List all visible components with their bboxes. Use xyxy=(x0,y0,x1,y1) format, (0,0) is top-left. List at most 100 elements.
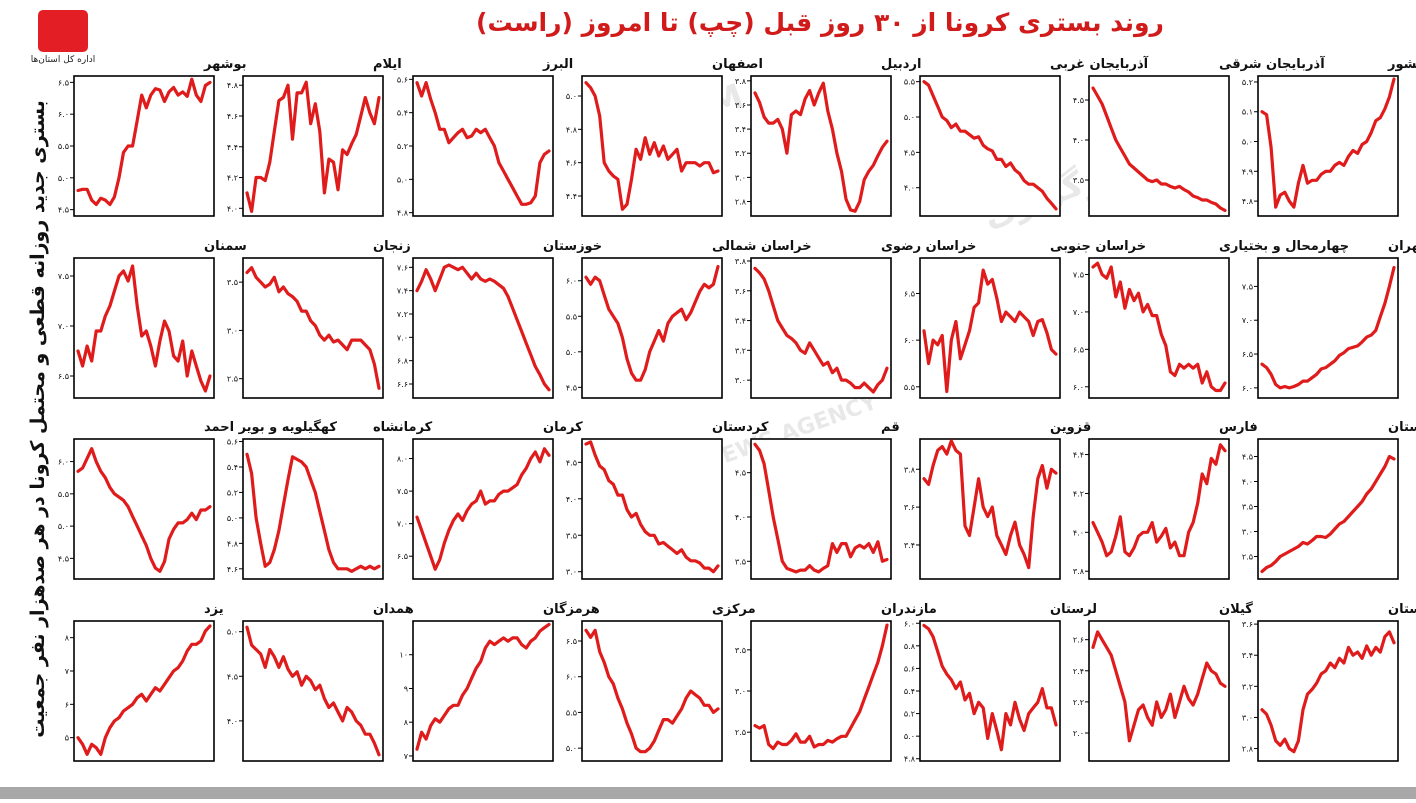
y-tick-label: ۷ xyxy=(65,667,70,676)
series-line xyxy=(753,442,889,574)
y-tick-label: ۲.۵ xyxy=(1242,553,1253,562)
panel-title: خوزستان xyxy=(543,239,602,254)
plot-frame xyxy=(412,75,554,217)
panel-chart: خراسان شمالی ۴.۵ ۵.۰ ۵.۵ ۶.۰ xyxy=(566,239,812,399)
logo-caption: اداره کل استان‌ها xyxy=(30,55,96,65)
panel-chart: مازندران ۲.۵ ۳.۰ ۳.۵ xyxy=(735,602,937,762)
y-tick-label: ۶.۵ xyxy=(58,372,69,381)
y-tick-label: ۳.۶ xyxy=(904,503,915,512)
y-tick-label: ۶ xyxy=(65,700,69,709)
panel-chart: آذربایجان غربی ۴.۰ ۴.۵ ۵.۰ ۵.۵ xyxy=(904,55,1149,217)
y-tick-label: ۳.۴ xyxy=(1242,651,1253,660)
y-tick-label: ۵.۲ xyxy=(227,488,238,497)
panel-chart: خراسان رضوی ۳.۰ ۳.۲ ۳.۴ ۳.۶ ۳.۸ xyxy=(735,239,976,399)
y-tick-label: ۶.۵ xyxy=(397,552,408,561)
y-tick-label: ۳.۵ xyxy=(227,278,238,287)
panel-chart: کل کشور ۴.۸ ۴.۹ ۵.۰ ۵.۱ ۵.۲ xyxy=(1242,57,1416,217)
panel-title: گیلان xyxy=(1219,601,1253,617)
y-tick-label: ۸ xyxy=(65,634,70,643)
y-tick-label: ۶.۰ xyxy=(58,110,69,119)
panel-title: گلستان xyxy=(1388,601,1416,617)
y-tick-label: ۵.۲ xyxy=(397,142,408,151)
series-line xyxy=(76,447,212,573)
panel-chart: قزوین ۳.۴ ۳.۶ ۳.۸ xyxy=(904,420,1091,580)
panel-title: چهارمحال و بختیاری xyxy=(1219,239,1349,254)
y-tick-label: ۷.۰ xyxy=(1242,316,1253,325)
panel-title: اصفهان xyxy=(712,57,763,72)
series-line xyxy=(76,264,212,393)
y-tick-label: ۶.۰ xyxy=(566,673,577,682)
y-tick-label: ۵.۵ xyxy=(904,78,915,87)
panel-chart: کردستان ۳.۰ ۳.۵ ۴.۰ ۴.۵ xyxy=(566,420,769,580)
y-tick-label: ۳.۰ xyxy=(566,568,577,577)
y-tick-label: ۶.۰ xyxy=(1073,383,1084,392)
y-tick-label: ۴.۲ xyxy=(1073,489,1084,498)
panel-chart: چهارمحال و بختیاری ۶.۰ ۶.۵ ۷.۰ ۷.۵ xyxy=(1073,239,1349,399)
plot-frame xyxy=(242,620,384,762)
y-tick-label: ۴.۸ xyxy=(397,209,409,218)
y-tick-label: ۳.۸ xyxy=(735,257,747,266)
y-tick-label: ۵.۴ xyxy=(904,687,915,696)
y-tick-label: ۷.۵ xyxy=(397,487,408,496)
y-tick-label: ۴.۰ xyxy=(1073,136,1084,145)
y-tick-label: ۳.۶ xyxy=(735,287,746,296)
y-tick-label: ۴.۵ xyxy=(1242,453,1253,462)
plot-frame xyxy=(242,75,384,217)
y-tick-label: ۵.۰ xyxy=(58,174,69,183)
panel-title: کردستان xyxy=(712,420,769,435)
panel-title: همدان xyxy=(373,602,414,617)
y-tick-label: ۴.۶ xyxy=(227,565,238,574)
y-tick-label: ۲.۵ xyxy=(735,728,746,737)
panel-title: هرمزگان xyxy=(543,601,600,617)
y-tick-label: ۵.۵ xyxy=(904,383,915,392)
y-tick-label: ۳.۰ xyxy=(1242,528,1253,537)
y-tick-label: ۳.۰ xyxy=(227,326,238,335)
y-tick-label: ۵.۰ xyxy=(1242,138,1253,147)
y-tick-label: ۳.۵ xyxy=(1242,503,1253,512)
y-tick-label: ۶.۰ xyxy=(904,619,915,628)
series-line xyxy=(1091,261,1227,393)
panel-chart: همدان ۴.۰ ۴.۵ ۵.۰ xyxy=(227,602,414,762)
panel-title: قزوین xyxy=(1050,420,1091,435)
panel-chart: قم ۳.۵ ۴.۰ ۴.۵ xyxy=(735,420,900,580)
series-line xyxy=(415,622,551,751)
y-tick-label: ۵.۲ xyxy=(1242,78,1253,87)
panel-title: اردبیل xyxy=(881,57,921,72)
y-tick-label: ۴.۸ xyxy=(566,125,578,134)
panel-title: یزد xyxy=(204,602,224,617)
y-tick-label: ۴.۶ xyxy=(566,159,577,168)
y-tick-label: ۴.۰ xyxy=(735,513,746,522)
y-tick-label: ۳.۶ xyxy=(735,101,746,110)
y-tick-label: ۵.۵ xyxy=(566,708,577,717)
series-line xyxy=(1091,443,1227,558)
panel-title: کهگیلویه و بویر احمد xyxy=(204,419,337,435)
panel-title: مرکزی xyxy=(712,602,756,617)
y-tick-label: ۴.۰ xyxy=(227,717,238,726)
panel-title: خراسان رضوی xyxy=(881,239,976,254)
panel-chart: تهران ۶.۰ ۶.۵ ۷.۰ ۷.۵ xyxy=(1242,239,1416,399)
panel-chart: سمنان ۶.۵ ۷.۰ ۷.۵ xyxy=(58,239,247,399)
panel-chart: آذربایجان شرقی ۳.۵ ۴.۰ ۴.۵ xyxy=(1073,55,1325,217)
y-tick-label: ۶.۰ xyxy=(566,277,577,286)
y-tick-label: ۶.۰ xyxy=(1242,384,1253,393)
y-tick-label: ۴.۵ xyxy=(1073,96,1084,105)
panel-chart: سیستان و بلوچستان ۲.۵ ۳.۰ ۳.۵ ۴.۰ ۴.۵ xyxy=(1242,420,1416,580)
series-line xyxy=(1260,630,1396,754)
plot-frame xyxy=(750,75,892,217)
y-tick-label: ۴.۵ xyxy=(904,148,915,157)
panel-title: قم xyxy=(881,420,900,435)
y-tick-label: ۷.۵ xyxy=(58,272,69,281)
page-title: روند بستری کرونا از ۳۰ روز قبل (چپ) تا ا… xyxy=(476,8,1164,37)
panel-title: زنجان xyxy=(373,239,411,254)
y-tick-label: ۶.۰ xyxy=(58,458,69,467)
y-tick-label: ۶.۰ xyxy=(904,336,915,345)
panel-chart: اردبیل ۲.۸ ۳.۰ ۳.۲ ۳.۴ ۳.۶ ۳.۸ xyxy=(735,57,921,217)
panel-chart: خراسان جنوبی ۵.۵ ۶.۰ ۶.۵ xyxy=(904,239,1146,399)
y-tick-label: ۷.۲ xyxy=(397,310,408,319)
y-tick-label: ۵.۰ xyxy=(904,732,915,741)
y-tick-label: ۵.۱ xyxy=(1242,108,1253,117)
series-line xyxy=(584,628,720,754)
y-tick-label: ۵.۸ xyxy=(904,642,916,651)
y-tick-label: ۵.۰ xyxy=(227,514,238,523)
